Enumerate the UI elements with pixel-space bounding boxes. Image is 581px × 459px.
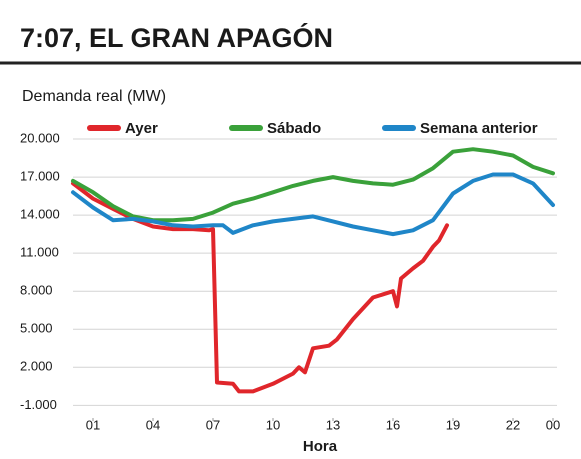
y-tick-label: 14.000 [20, 207, 60, 222]
y-tick-label: 17.000 [20, 169, 60, 184]
series-line [71, 181, 449, 394]
y-tick-label: 5.000 [20, 321, 53, 336]
y-tick-label: 11.000 [20, 245, 59, 260]
y-tick-label: 20.000 [20, 130, 60, 145]
legend-label: Sábado [267, 120, 321, 137]
x-tick-label: 01 [86, 417, 100, 432]
y-tick-label: 8.000 [20, 283, 53, 298]
x-tick-label: 22 [506, 417, 520, 432]
x-tick-label: 13 [326, 417, 340, 432]
x-tick-label: 16 [386, 417, 400, 432]
chart-title: 7:07, EL GRAN APAGÓN [20, 22, 333, 53]
x-tick-label: 00 [546, 417, 560, 432]
x-tick-label: 10 [266, 417, 280, 432]
series-line [71, 172, 555, 237]
x-tick-label: 07 [206, 417, 220, 432]
y-axis-label: Demanda real (MW) [22, 88, 166, 105]
x-axis-label: Hora [303, 438, 338, 455]
legend-label: Ayer [125, 120, 158, 137]
y-tick-label: 2.000 [20, 359, 53, 374]
legend-label: Semana anterior [420, 120, 538, 137]
x-tick-label: 04 [146, 417, 160, 432]
legend: Ayer Sábado Semana anterior [87, 120, 538, 137]
y-tick-label: -1.000 [20, 397, 57, 412]
x-tick-label: 19 [446, 417, 460, 432]
